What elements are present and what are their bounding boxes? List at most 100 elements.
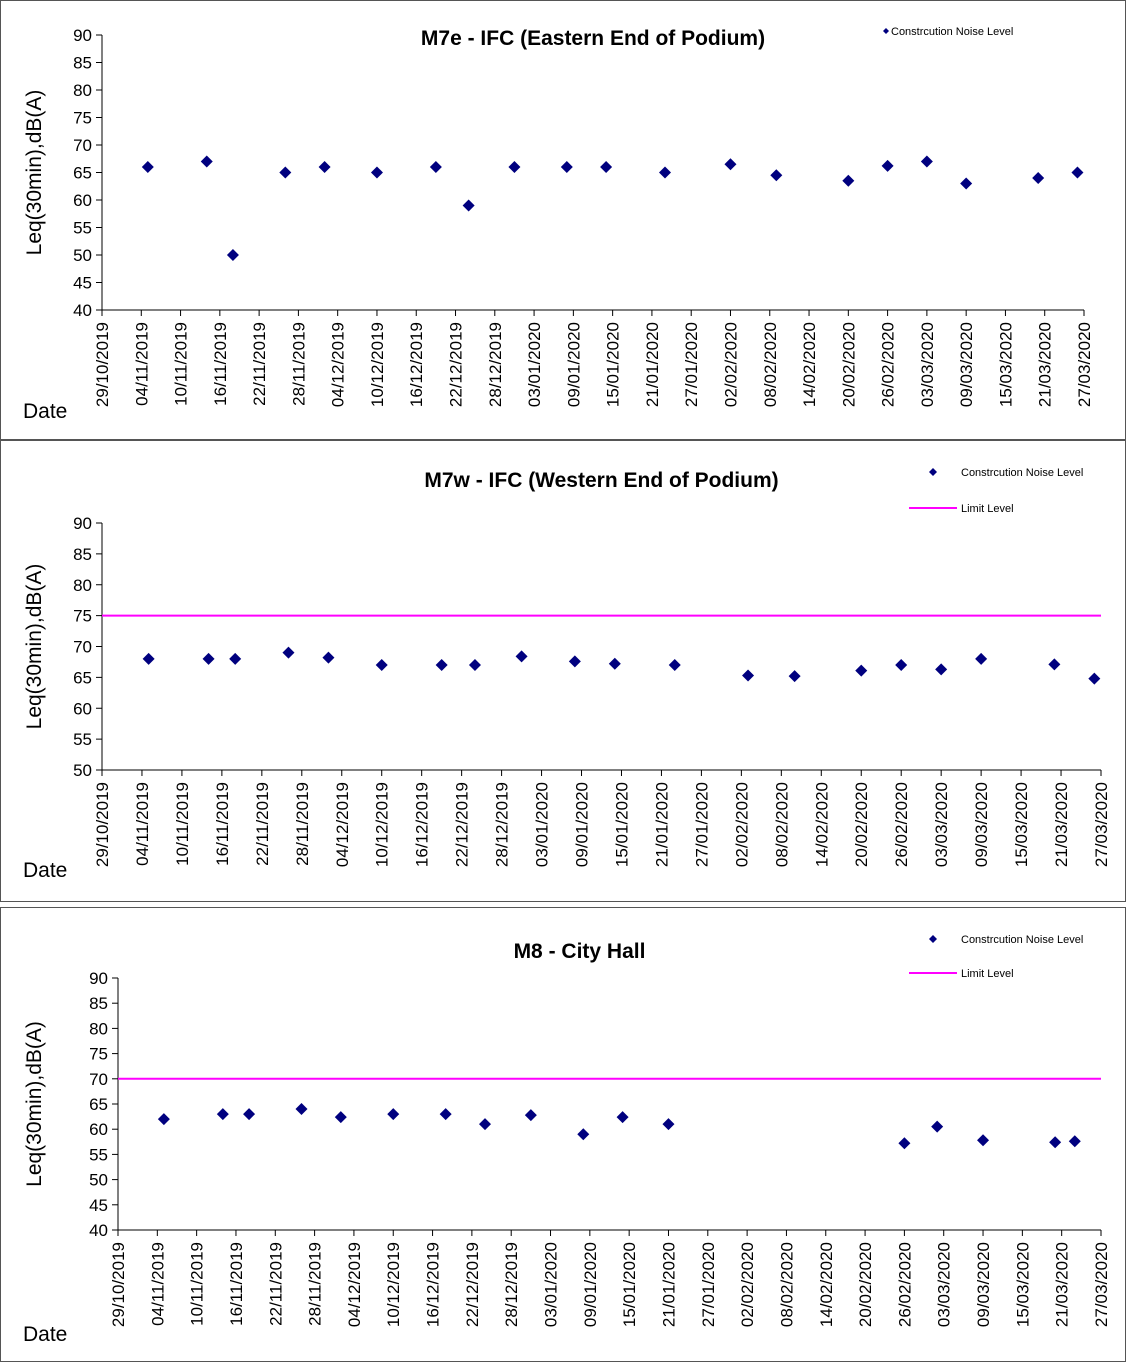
x-tick-label: 15/01/2020 [604,322,623,407]
x-tick-label: 27/01/2020 [692,782,711,867]
data-point [608,657,621,670]
data-point [975,652,988,665]
legend-marker [929,468,937,476]
data-point [788,670,801,683]
x-tick-label: 27/01/2020 [699,1242,718,1327]
data-point [524,1109,537,1122]
x-tick-label: 03/01/2020 [542,1242,561,1327]
x-tick-label: 16/11/2019 [213,782,232,866]
data-point [935,663,948,676]
y-tick-label: 55 [73,730,92,749]
data-point [322,651,335,664]
y-tick-label: 80 [89,1019,108,1038]
legend-label: Limit Level [961,503,1014,515]
x-tick-label: 20/02/2020 [852,782,871,867]
y-tick-label: 65 [89,1095,108,1114]
data-point [855,664,868,677]
data-point [659,166,672,179]
y-tick-label: 45 [89,1196,108,1215]
data-point [1048,658,1061,671]
x-tick-label: 03/03/2020 [918,322,937,407]
y-tick-label: 70 [73,638,92,657]
x-tick-label: 02/02/2020 [738,1242,757,1327]
data-point [375,659,388,672]
x-tick-label: 15/01/2020 [612,782,631,867]
x-tick-label: 10/11/2019 [172,322,191,406]
y-axis-label: Leq(30min),dB(A) [23,1021,46,1187]
x-tick-label: 16/11/2019 [227,1242,246,1326]
x-tick-label: 02/02/2020 [721,322,740,407]
x-tick-label: 14/02/2020 [817,1242,836,1327]
y-tick-label: 60 [73,699,92,718]
data-point [616,1111,629,1124]
x-tick-label: 03/01/2020 [525,322,544,407]
data-point [462,199,475,212]
y-tick-label: 90 [73,26,92,45]
x-tick-label: 21/03/2020 [1036,322,1055,407]
y-tick-label: 65 [73,164,92,183]
y-tick-label: 55 [89,1145,108,1164]
x-tick-label: 21/03/2020 [1052,782,1071,867]
y-tick-label: 40 [73,301,92,320]
x-tick-label: 08/02/2020 [761,322,780,407]
x-tick-label: 26/02/2020 [892,782,911,867]
x-tick-label: 21/01/2020 [659,1242,678,1327]
data-point [142,652,155,665]
x-tick-label: 15/03/2020 [1013,1242,1032,1327]
x-tick-label: 09/03/2020 [974,1242,993,1327]
x-tick-label: 09/03/2020 [957,322,976,407]
x-tick-label: 15/03/2020 [996,322,1015,407]
data-point [960,177,973,190]
x-tick-label: 04/11/2019 [132,322,151,406]
data-point [1068,1135,1081,1148]
x-tick-label: 22/11/2019 [250,322,269,406]
x-tick-label: 04/11/2019 [133,782,152,866]
data-point [577,1128,590,1141]
data-point [318,161,331,173]
data-point [468,659,481,672]
y-tick-label: 60 [73,191,92,210]
data-point [842,174,855,187]
y-tick-label: 75 [89,1045,108,1064]
data-point [295,1103,308,1116]
x-tick-label: 14/02/2020 [800,322,819,407]
x-tick-label: 08/02/2020 [772,782,791,867]
chart-title: M8 - City Hall [514,940,646,963]
chart-m7e: M7e - IFC (Eastern End of Podium) Leq(30m… [23,26,1094,423]
x-tick-label: 09/01/2020 [564,322,583,407]
x-tick-label: 02/02/2020 [732,782,751,867]
x-tick-label: 09/01/2020 [573,782,592,867]
x-tick-label: 10/12/2019 [384,1242,403,1327]
x-tick-label: 16/12/2019 [424,1242,443,1327]
data-point [568,655,581,668]
x-tick-label: 16/11/2019 [211,322,230,406]
x-tick-label: 16/12/2019 [407,322,426,407]
y-tick-label: 70 [89,1070,108,1089]
x-tick-label: 28/12/2019 [493,782,512,867]
x-axis-label: Date [23,859,67,882]
y-tick-label: 80 [73,81,92,100]
data-point [229,652,242,665]
data-point [243,1108,256,1121]
y-tick-label: 75 [73,607,92,626]
data-point [931,1120,944,1133]
chart-panel-m7w: M7w - IFC (Western End of Podium) Leq(30m… [0,440,1126,902]
x-tick-label: 10/11/2019 [188,1242,207,1326]
y-tick-label: 75 [73,109,92,128]
y-tick-label: 50 [89,1171,108,1190]
y-tick-label: 60 [89,1120,108,1139]
x-tick-label: 27/01/2020 [682,322,701,407]
x-tick-label: 22/11/2019 [266,1242,285,1326]
x-tick-label: 22/11/2019 [253,782,272,866]
legend-label: Constrcution Noise Level [961,934,1083,946]
x-tick-label: 10/11/2019 [173,782,192,866]
y-tick-label: 85 [73,545,92,564]
data-point [282,646,295,659]
x-tick-label: 16/12/2019 [413,782,432,867]
data-point [770,169,783,182]
x-tick-label: 04/12/2019 [345,1242,364,1327]
chart-panel-m7e: M7e - IFC (Eastern End of Podium) Leq(30m… [0,0,1126,440]
x-tick-label: 20/02/2020 [856,1242,875,1327]
x-axis-label: Date [23,400,67,423]
data-point [560,161,573,173]
